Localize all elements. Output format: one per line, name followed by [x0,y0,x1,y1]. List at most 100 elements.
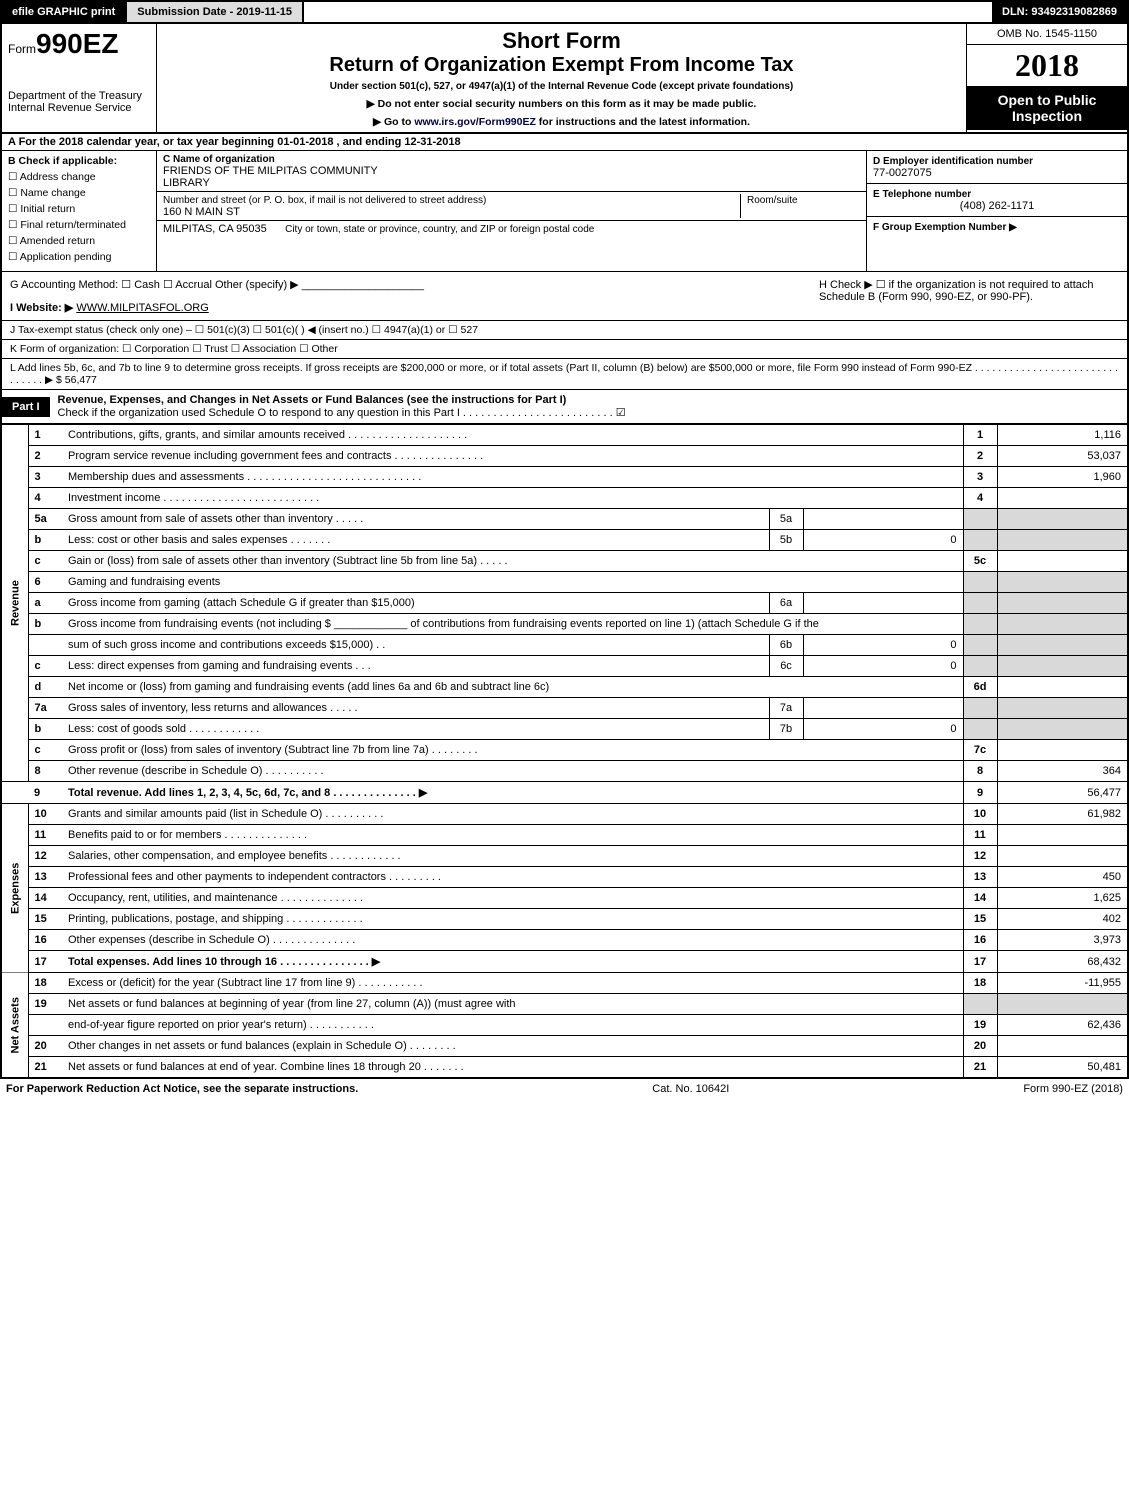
line-5c: c Gain or (loss) from sale of assets oth… [2,551,1127,572]
ln-desc: Other revenue (describe in Schedule O) .… [62,761,963,782]
line-10: Expenses 10 Grants and similar amounts p… [2,804,1127,825]
ln-desc: Gaming and fundraising events [62,572,963,593]
return-title: Return of Organization Exempt From Incom… [163,54,960,77]
website-link[interactable]: WWW.MILPITASFOL.ORG [76,302,208,314]
line-13: 13 Professional fees and other payments … [2,867,1127,888]
ln-rn-grey [963,635,997,656]
ln-num: b [28,530,62,551]
line-6b: b Gross income from fundraising events (… [2,614,1127,635]
ln-num: 3 [28,467,62,488]
org-name-1: FRIENDS OF THE MILPITAS COMMUNITY [163,165,378,177]
ln-num: 5a [28,509,62,530]
ln-num: a [28,593,62,614]
chk-name-change[interactable]: ☐ Name change [8,187,150,199]
ln-rv: 53,037 [997,446,1127,467]
chk-application-pending[interactable]: ☐ Application pending [8,251,150,263]
ln-rv: 61,982 [997,804,1127,825]
right-header-cell: OMB No. 1545-1150 2018 Open to Public In… [967,24,1127,132]
line-14: 14 Occupancy, rent, utilities, and maint… [2,888,1127,909]
chk-final-return[interactable]: ☐ Final return/terminated [8,219,150,231]
ln-mv [803,593,963,614]
line-l-text: L Add lines 5b, 6c, and 7b to line 9 to … [10,362,1118,386]
ln-rv-grey [997,994,1127,1015]
ln-num: 12 [28,846,62,867]
ln-desc: end-of-year figure reported on prior yea… [62,1015,963,1036]
ln-desc: Other changes in net assets or fund bala… [62,1036,963,1057]
addr-label: Number and street (or P. O. box, if mail… [163,195,486,206]
ln-rn: 1 [963,425,997,446]
ln-mn: 5a [769,509,803,530]
ln-rn: 16 [963,930,997,951]
ln-rv: 1,116 [997,425,1127,446]
ln-rv-grey [997,614,1127,635]
ln-desc: Other expenses (describe in Schedule O) … [62,930,963,951]
box-e: E Telephone number (408) 262-1171 [867,184,1127,217]
goto-pre: ▶ Go to [373,116,414,128]
efile-print-button[interactable]: efile GRAPHIC print [2,2,127,22]
line-3: 3 Membership dues and assessments . . . … [2,467,1127,488]
expenses-vlabel: Expenses [2,804,28,973]
ln-num [28,635,62,656]
page-footer: For Paperwork Reduction Act Notice, see … [0,1079,1129,1099]
chk-amended-return[interactable]: ☐ Amended return [8,235,150,247]
chk-address-change[interactable]: ☐ Address change [8,171,150,183]
revenue-vlabel: Revenue [2,425,28,782]
part-i-title-text: Revenue, Expenses, and Changes in Net As… [58,394,567,406]
ln-desc: Gain or (loss) from sale of assets other… [62,551,963,572]
c-label: C Name of organization [163,154,275,165]
ln-rv [997,488,1127,509]
ln-num: b [28,719,62,740]
omb-number: OMB No. 1545-1150 [967,24,1127,45]
ln-mv: 0 [803,530,963,551]
box-b-title: B Check if applicable: [8,155,117,167]
chk-initial-return[interactable]: ☐ Initial return [8,203,150,215]
ln-desc: sum of such gross income and contributio… [62,635,769,656]
ln-rn: 12 [963,846,997,867]
ln-rn: 7c [963,740,997,761]
ghi-block: G Accounting Method: ☐ Cash ☐ Accrual Ot… [0,272,1129,321]
ln-num: c [28,551,62,572]
form-990ez: 990EZ [36,28,119,59]
form-word: Form [8,42,36,56]
ln-rv [997,825,1127,846]
ln-rv: 364 [997,761,1127,782]
phone-label: E Telephone number [873,189,971,200]
ln-desc: Gross income from fundraising events (no… [62,614,963,635]
ln-rv: 450 [997,867,1127,888]
line-16: 16 Other expenses (describe in Schedule … [2,930,1127,951]
ln-desc: Membership dues and assessments . . . . … [62,467,963,488]
line-6d: d Net income or (loss) from gaming and f… [2,677,1127,698]
ln-rv: 1,625 [997,888,1127,909]
line-8: 8 Other revenue (describe in Schedule O)… [2,761,1127,782]
ln-num: 7a [28,698,62,719]
ln-rn: 19 [963,1015,997,1036]
ln-rn: 13 [963,867,997,888]
ln-desc: Investment income . . . . . . . . . . . … [62,488,963,509]
ln-rv-grey [997,509,1127,530]
irs-label: Internal Revenue Service [8,102,150,114]
ln-desc: Gross income from gaming (attach Schedul… [62,593,769,614]
netassets-vlabel: Net Assets [2,973,28,1078]
ln-desc: Grants and similar amounts paid (list in… [62,804,963,825]
part-i-label: Part I [2,397,50,417]
ln-desc: Excess or (deficit) for the year (Subtra… [62,973,963,994]
ln-desc: Total expenses. Add lines 10 through 16 … [68,956,380,968]
ln-desc: Gross amount from sale of assets other t… [62,509,769,530]
line-l-amount: 56,477 [65,374,97,386]
ln-rv: 56,477 [997,782,1127,804]
ln-rn: 8 [963,761,997,782]
ln-rn-grey [963,593,997,614]
ln-desc: Total revenue. Add lines 1, 2, 3, 4, 5c,… [68,787,427,799]
ln-rn: 20 [963,1036,997,1057]
line-20: 20 Other changes in net assets or fund b… [2,1036,1127,1057]
goto-link[interactable]: www.irs.gov/Form990EZ [414,116,536,128]
box-b: B Check if applicable: ☐ Address change … [2,151,157,271]
ln-num: 8 [28,761,62,782]
room-label: Room/suite [747,195,798,206]
dln-label: DLN: 93492319082869 [992,2,1127,22]
ln-num: b [28,614,62,635]
box-c-name: C Name of organization FRIENDS OF THE MI… [157,151,866,192]
box-c-city: MILPITAS, CA 95035 City or town, state o… [157,221,866,237]
line-7a: 7a Gross sales of inventory, less return… [2,698,1127,719]
ln-mv: 0 [803,719,963,740]
